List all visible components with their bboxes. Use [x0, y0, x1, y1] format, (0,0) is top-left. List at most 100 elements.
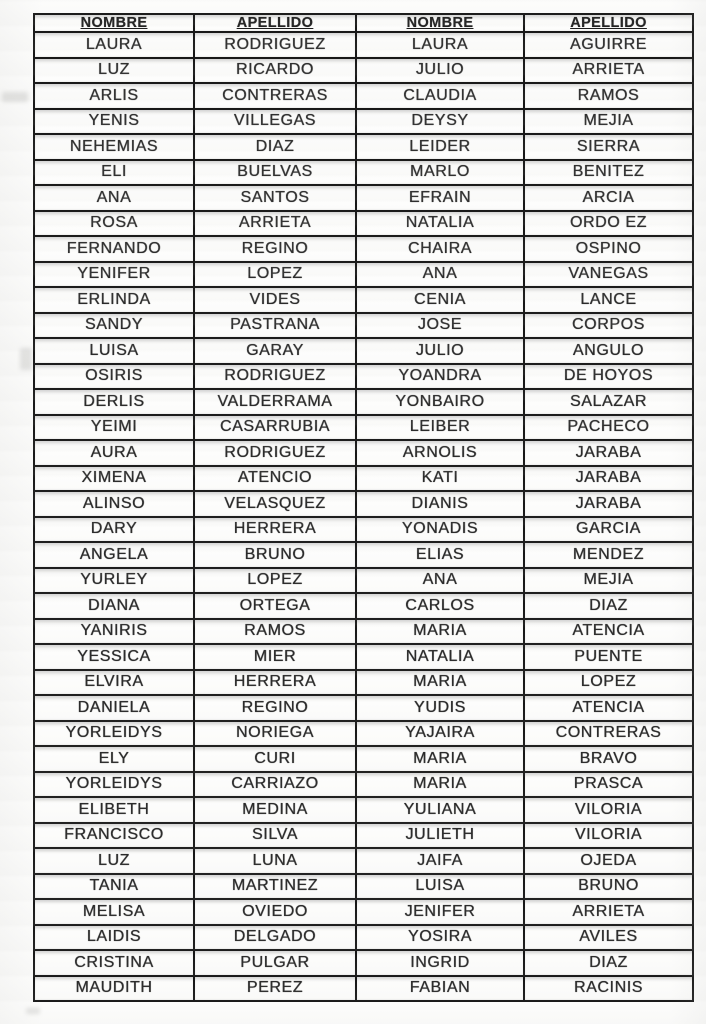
cell-nombre: ANA: [355, 566, 525, 594]
cell-apellido: VIDES: [193, 286, 357, 314]
cell-nombre: LAURA: [33, 31, 195, 59]
cell-nombre: DIANA: [33, 592, 195, 620]
cell-nombre: MAUDITH: [33, 974, 195, 1002]
table-row: OSIRIS RODRIGUEZ YOANDRA DE HOYOS: [33, 362, 694, 390]
cell-apellido: ARRIETA: [193, 209, 357, 237]
cell-nombre: MARLO: [355, 158, 525, 186]
cell-apellido: PUENTE: [523, 643, 694, 671]
cell-apellido: CORPOS: [523, 311, 694, 339]
table-row: YENIFER LOPEZ ANA VANEGAS: [33, 260, 694, 288]
cell-apellido: OVIEDO: [193, 898, 357, 926]
cell-apellido: PACHECO: [523, 413, 694, 441]
cell-nombre: DARY: [33, 515, 195, 543]
cell-apellido: BRUNO: [193, 541, 357, 569]
cell-apellido: GARAY: [193, 337, 357, 365]
table-row: ALINSO VELASQUEZ DIANIS JARABA: [33, 490, 694, 518]
table-row: XIMENA ATENCIO KATI JARABA: [33, 464, 694, 492]
table-row: SANDY PASTRANA JOSE CORPOS: [33, 311, 694, 339]
cell-apellido: REGINO: [193, 235, 357, 263]
cell-nombre: MARIA: [355, 770, 525, 798]
cell-apellido: MARTINEZ: [193, 872, 357, 900]
table-row: LUISA GARAY JULIO ANGULO: [33, 337, 694, 365]
table-row: ANGELA BRUNO ELIAS MENDEZ: [33, 541, 694, 569]
cell-nombre: ARLIS: [33, 82, 195, 110]
cell-apellido: AVILES: [523, 923, 694, 951]
table-row: YENIS VILLEGAS DEYSY MEJIA: [33, 107, 694, 135]
cell-nombre: ANGELA: [33, 541, 195, 569]
cell-nombre: SANDY: [33, 311, 195, 339]
cell-nombre: LAIDIS: [33, 923, 195, 951]
cell-nombre: JULIO: [355, 56, 525, 84]
cell-nombre: YOSIRA: [355, 923, 525, 951]
cell-apellido: RICARDO: [193, 56, 357, 84]
table-row: LAIDIS DELGADO YOSIRA AVILES: [33, 923, 694, 951]
cell-apellido: LOPEZ: [193, 260, 357, 288]
cell-apellido: GARCIA: [523, 515, 694, 543]
table-row: NEHEMIAS DIAZ LEIDER SIERRA: [33, 133, 694, 161]
table-row: ROSA ARRIETA NATALIA ORDO EZ: [33, 209, 694, 237]
cell-nombre: YANIRIS: [33, 617, 195, 645]
cell-nombre: KATI: [355, 464, 525, 492]
cell-nombre: YORLEIDYS: [33, 719, 195, 747]
cell-apellido: CONTRERAS: [193, 82, 357, 110]
cell-apellido: REGINO: [193, 694, 357, 722]
cell-apellido: RODRIGUEZ: [193, 31, 357, 59]
cell-apellido: SILVA: [193, 821, 357, 849]
cell-apellido: CASARRUBIA: [193, 413, 357, 441]
table-row: DARY HERRERA YONADIS GARCIA: [33, 515, 694, 543]
cell-nombre: DANIELA: [33, 694, 195, 722]
table-row: MAUDITH PEREZ FABIAN RACINIS: [33, 974, 694, 1002]
cell-nombre: OSIRIS: [33, 362, 195, 390]
cell-nombre: YORLEIDYS: [33, 770, 195, 798]
cell-nombre: YESSICA: [33, 643, 195, 671]
cell-apellido: RAMOS: [193, 617, 357, 645]
cell-apellido: DE HOYOS: [523, 362, 694, 390]
cell-nombre: LEIDER: [355, 133, 525, 161]
cell-apellido: SIERRA: [523, 133, 694, 161]
table-row: LUZ RICARDO JULIO ARRIETA: [33, 56, 694, 84]
cell-nombre: ELIBETH: [33, 796, 195, 824]
cell-nombre: DEYSY: [355, 107, 525, 135]
table-row: CRISTINA PULGAR INGRID DIAZ: [33, 949, 694, 977]
column-header-apellido-2: APELLIDO: [523, 13, 694, 33]
cell-apellido: HERRERA: [193, 515, 357, 543]
cell-apellido: ARCIA: [523, 184, 694, 212]
cell-nombre: YULIANA: [355, 796, 525, 824]
table-row: YESSICA MIER NATALIA PUENTE: [33, 643, 694, 671]
cell-nombre: XIMENA: [33, 464, 195, 492]
cell-nombre: TANIA: [33, 872, 195, 900]
cell-nombre: DIANIS: [355, 490, 525, 518]
table-row: DANIELA REGINO YUDIS ATENCIA: [33, 694, 694, 722]
cell-nombre: ELY: [33, 745, 195, 773]
cell-nombre: LEIBER: [355, 413, 525, 441]
cell-apellido: MIER: [193, 643, 357, 671]
cell-nombre: MELISA: [33, 898, 195, 926]
cell-nombre: ELIAS: [355, 541, 525, 569]
cell-nombre: CENIA: [355, 286, 525, 314]
cell-apellido: MEDINA: [193, 796, 357, 824]
cell-apellido: OSPINO: [523, 235, 694, 263]
cell-apellido: PEREZ: [193, 974, 357, 1002]
cell-nombre: YENIS: [33, 107, 195, 135]
cell-nombre: YEIMI: [33, 413, 195, 441]
cell-apellido: DIAZ: [193, 133, 357, 161]
cell-apellido: LUNA: [193, 847, 357, 875]
cell-apellido: OJEDA: [523, 847, 694, 875]
cell-apellido: MEJIA: [523, 566, 694, 594]
cell-nombre: FRANCISCO: [33, 821, 195, 849]
scan-smudge: [26, 1008, 40, 1014]
cell-apellido: VANEGAS: [523, 260, 694, 288]
cell-apellido: ANGULO: [523, 337, 694, 365]
cell-nombre: CLAUDIA: [355, 82, 525, 110]
cell-apellido: ATENCIA: [523, 694, 694, 722]
cell-apellido: BUELVAS: [193, 158, 357, 186]
table-row: YURLEY LOPEZ ANA MEJIA: [33, 566, 694, 594]
cell-nombre: DERLIS: [33, 388, 195, 416]
cell-nombre: FERNANDO: [33, 235, 195, 263]
table-row: DERLIS VALDERRAMA YONBAIRO SALAZAR: [33, 388, 694, 416]
table-row: YORLEIDYS CARRIAZO MARIA PRASCA: [33, 770, 694, 798]
cell-nombre: YUDIS: [355, 694, 525, 722]
table-row: NOMBRE APELLIDO NOMBRE APELLIDO: [33, 13, 694, 33]
cell-nombre: FABIAN: [355, 974, 525, 1002]
cell-nombre: YONBAIRO: [355, 388, 525, 416]
